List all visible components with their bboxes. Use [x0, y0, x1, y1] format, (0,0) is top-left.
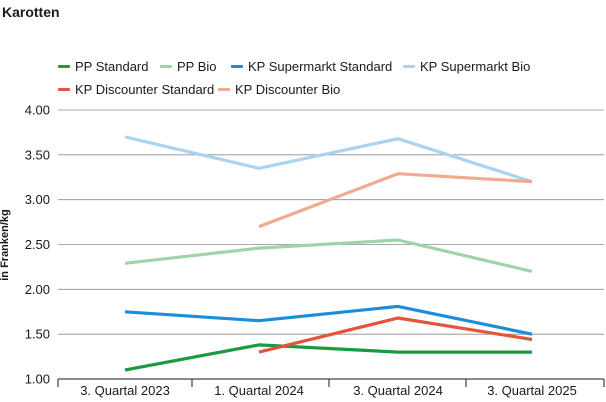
- series-line-kp-supermarkt-standard: [124, 304, 533, 336]
- legend-label: KP Discounter Standard: [75, 82, 215, 97]
- legend-swatch: [160, 65, 172, 68]
- legend-swatch: [218, 88, 230, 91]
- grid-lines: [58, 109, 604, 335]
- legend-label: KP Supermarkt Standard: [248, 59, 393, 74]
- legend-item: KP Discounter Standard: [58, 82, 214, 97]
- legend-item: KP Discounter Bio: [218, 82, 340, 97]
- legend-label: PP Bio: [177, 59, 217, 74]
- legend-label: PP Standard: [75, 59, 149, 74]
- x-tick-label: 3. Quartal 2023: [80, 383, 170, 398]
- legend-label: KP Discounter Bio: [235, 82, 341, 97]
- legend-swatch: [58, 65, 70, 68]
- legend-swatch: [231, 65, 243, 68]
- series-line-kp-discounter-standard: [258, 316, 533, 354]
- x-axis: 3. Quartal 2023 1. Quartal 2024 3. Quartal…: [57, 378, 605, 398]
- y-tick-label: 1.00: [25, 372, 50, 387]
- series-line-kp-supermarkt-bio: [124, 135, 533, 184]
- y-axis-ticks: 4.00 3.50 3.00 2.50 2.00 1.50 1.00: [25, 103, 50, 387]
- legend-label: KP Supermarkt Bio: [420, 59, 531, 74]
- legend-swatch: [58, 88, 70, 91]
- legend-item: PP Standard: [58, 59, 148, 74]
- series-line-kp-discounter-bio: [258, 172, 533, 229]
- legend-item: KP Supermarkt Bio: [403, 59, 530, 74]
- x-tick-label: 1. Quartal 2024: [214, 383, 304, 398]
- y-tick-label: 2.00: [25, 282, 50, 297]
- x-tick-label: 3. Quartal 2024: [353, 383, 443, 398]
- series-line-pp-standard: [124, 343, 532, 372]
- series-line-pp-bio: [124, 238, 533, 273]
- legend-swatch: [403, 65, 415, 68]
- legend-item: PP Bio: [160, 59, 217, 74]
- x-tick-label: 3. Quartal 2025: [487, 383, 577, 398]
- y-axis-label: in Franken/kg: [0, 209, 11, 281]
- y-tick-label: 2.50: [25, 237, 50, 252]
- y-tick-label: 4.00: [25, 103, 50, 118]
- series-lines: [124, 135, 533, 372]
- y-tick-label: 3.00: [25, 192, 50, 207]
- chart-title: Karotten: [2, 4, 60, 20]
- y-tick-label: 3.50: [25, 147, 50, 162]
- y-tick-label: 1.50: [25, 327, 50, 342]
- legend-item: KP Supermarkt Standard: [231, 59, 392, 74]
